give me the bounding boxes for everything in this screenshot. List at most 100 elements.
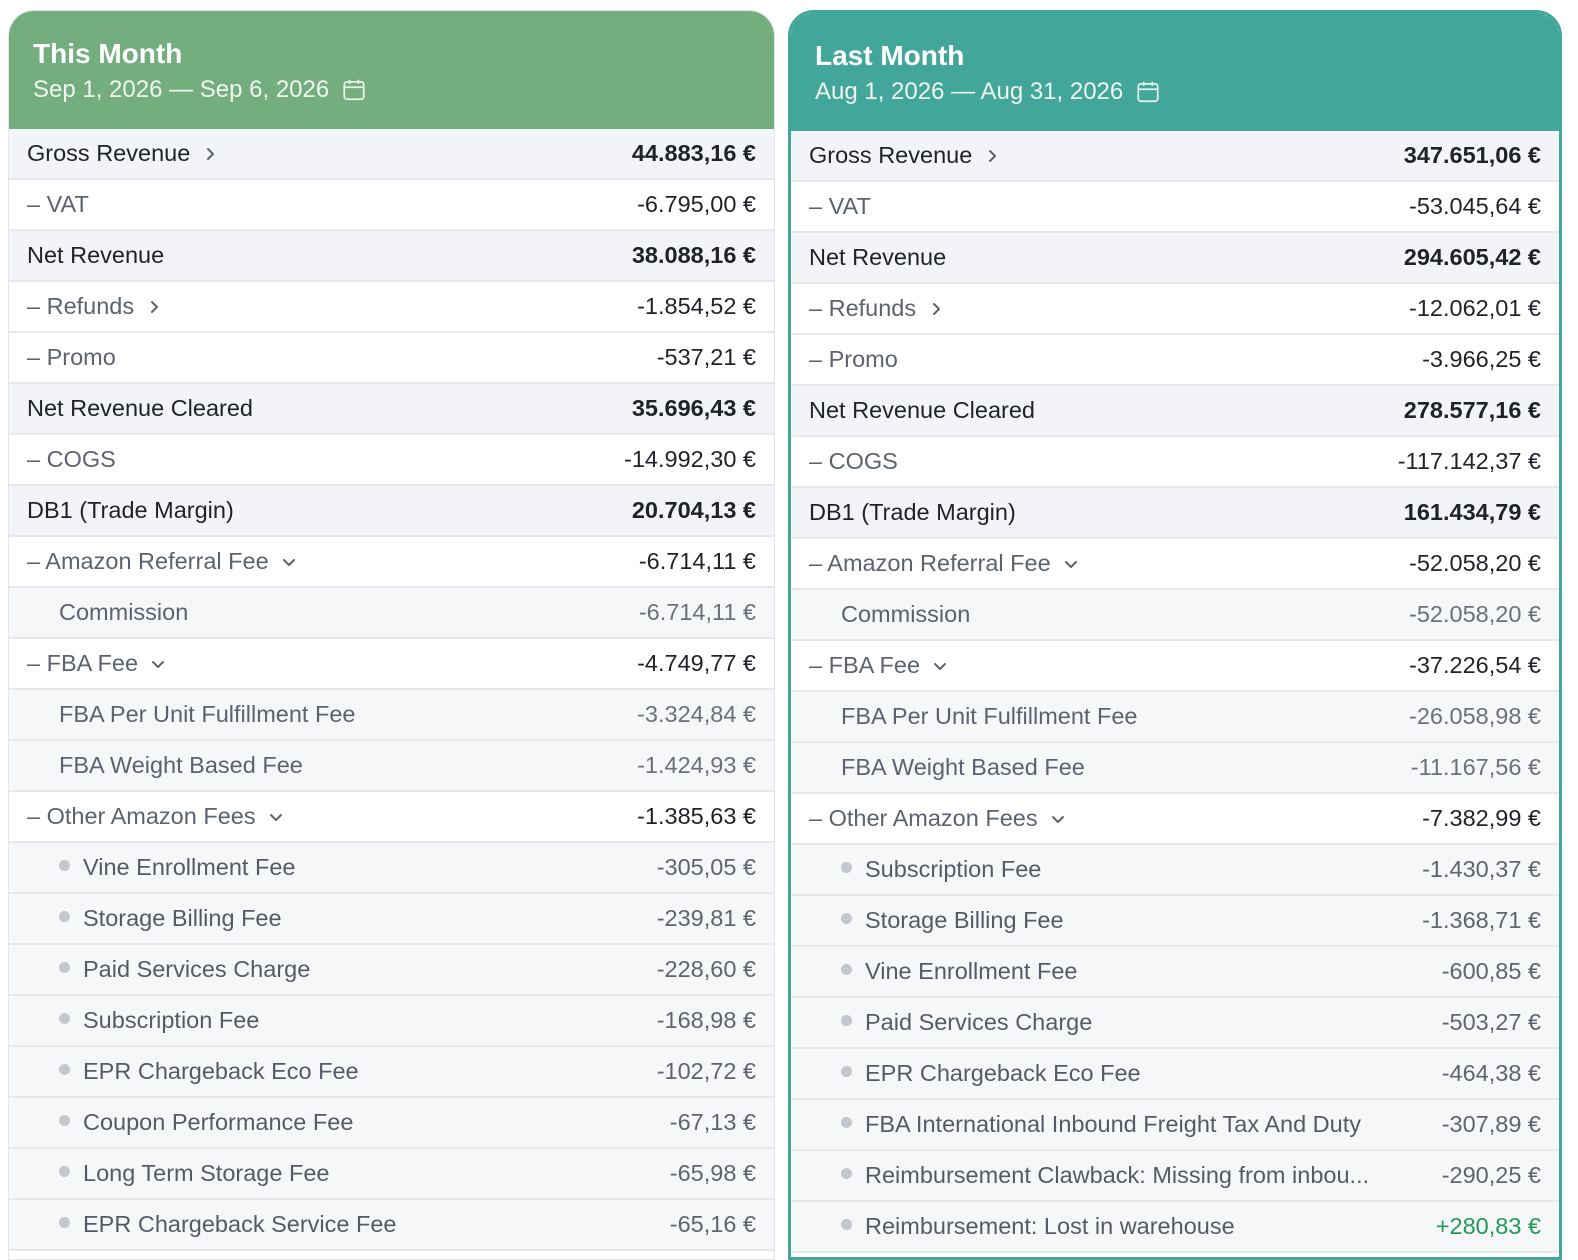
- row-cogs: – COGS -117.142,37 €: [791, 437, 1559, 488]
- row-label-wrap: – VAT: [27, 191, 89, 218]
- row-label-wrap: – VAT: [809, 193, 871, 220]
- row-value: -117.142,37 €: [1397, 448, 1541, 474]
- bullet-dot-icon: [59, 1166, 70, 1177]
- row-gross-revenue[interactable]: Gross Revenue 44.883,16 €: [9, 129, 774, 180]
- date-range-picker[interactable]: Sep 1, 2026 — Sep 6, 2026: [33, 73, 774, 107]
- row-other-amazon-fees[interactable]: – Other Amazon Fees -1.385,63 €: [9, 792, 774, 843]
- bullet-dot-icon: [841, 913, 852, 924]
- bullet-dot-icon: [841, 1168, 852, 1179]
- row-fba-weight-based-fee: FBA Weight Based Fee -1.424,93 €: [9, 741, 774, 792]
- row-value: -1.385,63 €: [637, 803, 756, 829]
- row-value: -26.058,98 €: [1409, 703, 1541, 729]
- row-label-wrap: FBA Weight Based Fee: [809, 754, 1085, 781]
- row-label-wrap: – FBA Fee: [809, 652, 948, 679]
- row-label: EPR Chargeback Eco Fee: [83, 1058, 359, 1084]
- chevron-down-icon[interactable]: [281, 554, 297, 570]
- chevron-down-icon[interactable]: [1050, 811, 1066, 827]
- row-vine-enrollment-fee: Vine Enrollment Fee -600,85 €: [791, 947, 1559, 998]
- row-fba-fee[interactable]: – FBA Fee -4.749,77 €: [9, 639, 774, 690]
- row-other-amazon-fees[interactable]: – Other Amazon Fees -7.382,99 €: [791, 794, 1559, 845]
- row-label: – Amazon Referral Fee: [809, 550, 1051, 576]
- row-value: -11.167,56 €: [1410, 754, 1541, 780]
- bullet-dot-icon: [59, 962, 70, 973]
- chevron-right-icon[interactable]: [984, 148, 1000, 164]
- row-fba-fee[interactable]: – FBA Fee -37.226,54 €: [791, 641, 1559, 692]
- row-label: Reimbursement Clawback: Missing from inb…: [865, 1162, 1370, 1188]
- chevron-right-icon[interactable]: [146, 299, 162, 315]
- row-label: – Amazon Referral Fee: [27, 548, 269, 574]
- row-amazon-referral-fee[interactable]: – Amazon Referral Fee -52.058,20 €: [791, 539, 1559, 590]
- calendar-icon[interactable]: [1135, 79, 1161, 105]
- row-label: Net Revenue: [809, 244, 947, 270]
- date-range-picker[interactable]: Aug 1, 2026 — Aug 31, 2026: [815, 75, 1559, 109]
- row-net-revenue: Net Revenue 38.088,16 €: [9, 231, 774, 282]
- chevron-down-icon[interactable]: [268, 809, 284, 825]
- row-net-revenue-cleared: Net Revenue Cleared 35.696,43 €: [9, 384, 774, 435]
- row-label-wrap: – Amazon Referral Fee: [27, 548, 297, 575]
- bullet-dot-icon: [841, 1066, 852, 1077]
- row-gross-revenue[interactable]: Gross Revenue 347.651,06 €: [791, 131, 1559, 182]
- row-value: -239,81 €: [656, 905, 756, 931]
- calendar-icon[interactable]: [341, 77, 367, 103]
- chevron-down-icon[interactable]: [150, 656, 166, 672]
- row-label-wrap: EPR Chargeback Eco Fee: [809, 1060, 1141, 1087]
- row-label: DB1 (Trade Margin): [27, 497, 234, 523]
- row-paid-services-charge: Paid Services Charge -228,60 €: [9, 945, 774, 996]
- row-value: -65,98 €: [669, 1160, 756, 1186]
- row-value: -52.058,20 €: [1409, 550, 1541, 576]
- row-value: 294.605,42 €: [1403, 244, 1541, 270]
- row-refunds[interactable]: – Refunds -1.854,52 €: [9, 282, 774, 333]
- bullet-dot-icon: [841, 862, 852, 873]
- row-value: -464,38 €: [1441, 1060, 1541, 1086]
- row-label: FBA International Inbound Freight Tax An…: [865, 1111, 1361, 1137]
- row-value: -228,60 €: [656, 956, 756, 982]
- chevron-right-icon[interactable]: [928, 301, 944, 317]
- row-vine-enrollment-fee: Vine Enrollment Fee -305,05 €: [9, 843, 774, 894]
- row-fba-per-unit-fulfillment-fee: FBA Per Unit Fulfillment Fee -3.324,84 €: [9, 690, 774, 741]
- row-label-wrap: Commission: [27, 599, 188, 626]
- row-paid-services-charge: Paid Services Charge -503,27 €: [791, 998, 1559, 1049]
- row-storage-billing-fee: Storage Billing Fee -1.368,71 €: [791, 896, 1559, 947]
- row-fba-international-inbound-freight-tax-and-duty: FBA International Inbound Freight Tax An…: [791, 1100, 1559, 1151]
- row-label: Vine Enrollment Fee: [865, 958, 1078, 984]
- this-month-header: This Month Sep 1, 2026 — Sep 6, 2026: [9, 11, 774, 129]
- row-refunds[interactable]: – Refunds -12.062,01 €: [791, 284, 1559, 335]
- row-fba-per-unit-fulfillment-fee: FBA Per Unit Fulfillment Fee -26.058,98 €: [791, 692, 1559, 743]
- row-label: Subscription Fee: [83, 1007, 260, 1033]
- row-promo: – Promo -537,21 €: [9, 333, 774, 384]
- chevron-down-icon[interactable]: [932, 658, 948, 674]
- row-label: Storage Billing Fee: [865, 907, 1064, 933]
- row-label-wrap: DB1 (Trade Margin): [809, 499, 1016, 526]
- row-value: -102,72 €: [656, 1058, 756, 1084]
- row-value: -1.368,71 €: [1422, 907, 1541, 933]
- row-label-wrap: Storage Billing Fee: [809, 907, 1064, 934]
- row-vat: – VAT -6.795,00 €: [9, 180, 774, 231]
- bullet-dot-icon: [59, 1115, 70, 1126]
- row-value: -3.324,84 €: [637, 701, 756, 727]
- row-label-wrap: – Refunds: [27, 293, 162, 320]
- row-epr-chargeback-eco-fee: EPR Chargeback Eco Fee -464,38 €: [791, 1049, 1559, 1100]
- pnl-rows: Gross Revenue 44.883,16 € – VAT -6.795,00 €…: [9, 129, 774, 1251]
- row-label: EPR Chargeback Eco Fee: [865, 1060, 1141, 1086]
- row-label-wrap: – Promo: [27, 344, 116, 371]
- bullet-dot-icon: [841, 1015, 852, 1026]
- row-value: -6.714,11 €: [638, 548, 756, 574]
- row-label: FBA Per Unit Fulfillment Fee: [841, 703, 1138, 729]
- row-promo: – Promo -3.966,25 €: [791, 335, 1559, 386]
- chevron-down-icon[interactable]: [1063, 556, 1079, 572]
- row-cogs: – COGS -14.992,30 €: [9, 435, 774, 486]
- bullet-dot-icon: [841, 1219, 852, 1230]
- panel-title: This Month: [33, 38, 183, 69]
- row-label-wrap: Storage Billing Fee: [27, 905, 282, 932]
- bullet-dot-icon: [59, 911, 70, 922]
- row-value: 44.883,16 €: [631, 140, 756, 166]
- row-label: Coupon Performance Fee: [83, 1109, 354, 1135]
- row-value: -52.058,20 €: [1409, 601, 1541, 627]
- row-label-wrap: Reimbursement Clawback: Missing from inb…: [809, 1162, 1369, 1189]
- chevron-right-icon[interactable]: [202, 146, 218, 162]
- row-label: – FBA Fee: [809, 652, 921, 678]
- row-value: -37.226,54 €: [1409, 652, 1541, 678]
- row-amazon-referral-fee[interactable]: – Amazon Referral Fee -6.714,11 €: [9, 537, 774, 588]
- row-label: Paid Services Charge: [83, 956, 311, 982]
- row-label-wrap: FBA Per Unit Fulfillment Fee: [27, 701, 355, 728]
